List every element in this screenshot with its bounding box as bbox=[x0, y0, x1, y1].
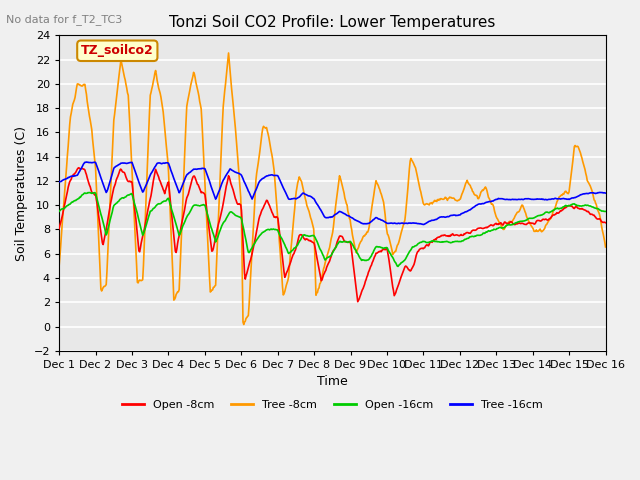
Y-axis label: Soil Temperatures (C): Soil Temperatures (C) bbox=[15, 126, 28, 261]
Text: No data for f_T2_TC3: No data for f_T2_TC3 bbox=[6, 14, 123, 25]
Text: TZ_soilco2: TZ_soilco2 bbox=[81, 44, 154, 57]
X-axis label: Time: Time bbox=[317, 375, 348, 388]
Title: Tonzi Soil CO2 Profile: Lower Temperatures: Tonzi Soil CO2 Profile: Lower Temperatur… bbox=[169, 15, 495, 30]
Legend: Open -8cm, Tree -8cm, Open -16cm, Tree -16cm: Open -8cm, Tree -8cm, Open -16cm, Tree -… bbox=[118, 396, 547, 415]
